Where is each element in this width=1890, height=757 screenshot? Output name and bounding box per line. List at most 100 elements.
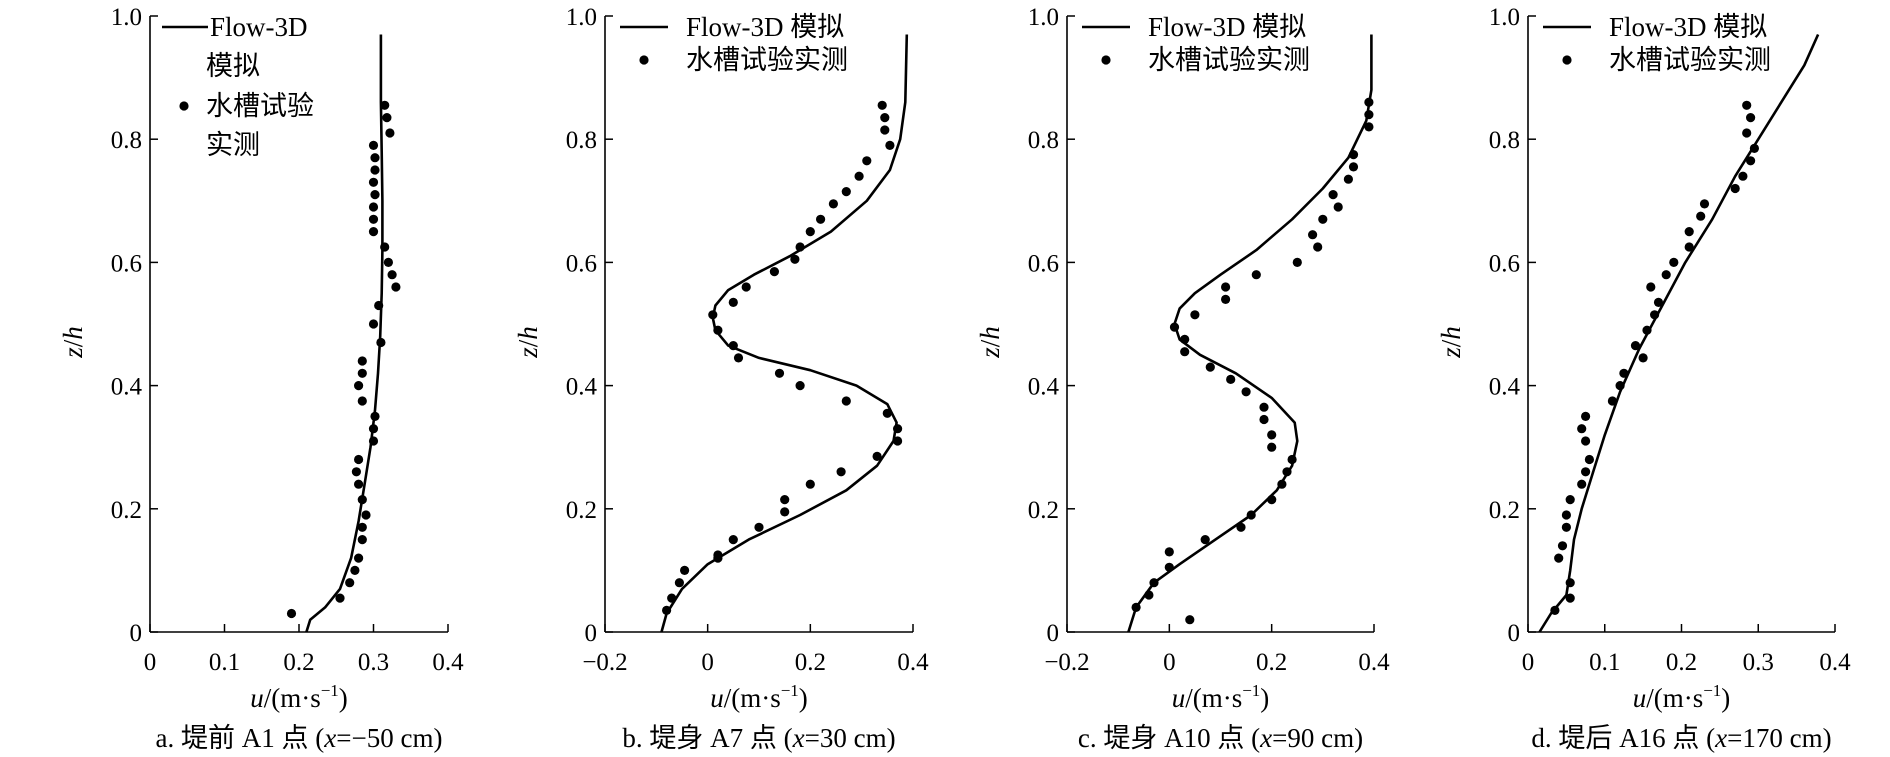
data-point-measured — [1277, 479, 1287, 489]
data-point-measured — [1149, 578, 1159, 588]
y-tick-label: 0 — [130, 620, 143, 647]
series-line-flow3d — [305, 34, 384, 633]
x-axis-title: u/(m·s−1) — [1172, 681, 1270, 713]
data-point-measured — [728, 341, 738, 351]
y-axis-title: z/h — [975, 326, 1005, 359]
y-tick-label: 0.4 — [111, 374, 143, 401]
data-point-measured — [1364, 97, 1374, 107]
data-point-measured — [1742, 100, 1752, 110]
x-tick-label: 0 — [701, 649, 714, 676]
x-tick-label: 0.1 — [209, 649, 240, 676]
data-point-measured — [1581, 436, 1591, 446]
y-tick-label: 0.2 — [1489, 497, 1520, 524]
y-tick-label: 1.0 — [111, 4, 142, 31]
data-point-measured — [1259, 414, 1269, 425]
data-point-measured — [1313, 242, 1323, 252]
data-point-measured — [354, 454, 364, 465]
data-point-measured — [1259, 402, 1269, 412]
data-point-measured — [1746, 113, 1756, 123]
data-point-measured — [1308, 230, 1318, 240]
legend-point-label: 水槽试验实测 — [1609, 45, 1771, 75]
data-point-measured — [1746, 156, 1756, 166]
data-point-measured — [828, 199, 839, 209]
data-point-measured — [1287, 454, 1297, 465]
data-point-measured — [1581, 467, 1591, 477]
x-tick-label: 0.3 — [358, 649, 389, 676]
y-tick-label: 0.6 — [566, 250, 597, 277]
data-point-measured — [1669, 257, 1679, 267]
data-point-measured — [1577, 479, 1587, 489]
data-point-measured — [841, 187, 851, 197]
data-point-measured — [893, 436, 903, 446]
x-tick-label: 0.4 — [1358, 649, 1390, 676]
data-point-measured — [1251, 270, 1261, 280]
data-point-measured — [1619, 368, 1629, 378]
data-point-measured — [1328, 190, 1338, 200]
x-tick-label: 0 — [144, 649, 157, 676]
data-point-measured — [1565, 578, 1575, 588]
data-point-measured — [1131, 602, 1141, 613]
data-point-measured — [1190, 310, 1200, 320]
data-point-measured — [380, 100, 390, 110]
y-tick-label: 1.0 — [1028, 4, 1059, 31]
y-tick-label: 0.8 — [566, 127, 597, 154]
y-tick-label: 0.8 — [1489, 127, 1520, 154]
data-point-measured — [728, 535, 738, 545]
legend-point-swatch — [639, 55, 649, 65]
y-axis-title: z/h — [513, 326, 543, 359]
data-point-measured — [667, 593, 677, 603]
data-point-measured — [1684, 227, 1694, 237]
y-tick-label: 0.2 — [566, 497, 597, 524]
data-point-measured — [1561, 510, 1571, 520]
data-point-measured — [368, 424, 379, 434]
data-point-measured — [795, 242, 805, 252]
legend-line-label: Flow-3D — [210, 12, 308, 42]
data-point-measured — [885, 140, 895, 150]
data-point-measured — [357, 356, 367, 366]
chart-panel-d: 0 0.2 0.4 0.6 0.8 1.0 0 0.1 0.2 0.3 0.4 z/h u/(m·s−1… — [1436, 4, 1851, 753]
x-tick-label: 0 — [1522, 649, 1535, 676]
legend-point-label: 水槽试验实测 — [686, 45, 848, 75]
data-point-measured — [1638, 353, 1648, 363]
data-point-measured — [361, 510, 371, 520]
panel-caption: c. 堤身 A10 点 (x=90 cm) — [1078, 723, 1363, 753]
data-point-measured — [1180, 334, 1190, 344]
data-point-measured — [1144, 590, 1154, 600]
legend-line-label-cont: 模拟 — [206, 51, 260, 81]
data-point-measured — [816, 214, 826, 224]
data-point-measured — [351, 467, 361, 477]
data-point-measured — [1226, 374, 1236, 384]
data-point-measured — [1607, 396, 1617, 406]
data-point-measured — [893, 424, 903, 434]
data-point-measured — [713, 325, 723, 335]
chart-panel-c: 00.20.40.60.81.0−0.2 0 0.2 0.4z/hu/(m·s−1)c… — [975, 4, 1390, 753]
panel-caption: b. 堤身 A7 点 (x=30 cm) — [622, 723, 895, 753]
data-point-measured — [713, 550, 723, 560]
data-point-measured — [370, 153, 380, 163]
data-point-measured — [345, 578, 355, 588]
data-point-measured — [1653, 297, 1664, 307]
data-point-measured — [680, 565, 690, 576]
data-point-measured — [368, 177, 379, 187]
panel-caption: a. 堤前 A1 点 (x=−50 cm) — [156, 723, 443, 753]
data-point-measured — [357, 535, 367, 545]
data-point-measured — [286, 608, 297, 619]
y-tick-label: 0.8 — [111, 127, 142, 154]
data-point-measured — [1696, 211, 1706, 221]
data-point-measured — [1164, 562, 1174, 572]
data-point-measured — [1742, 128, 1752, 138]
data-point-measured — [1561, 522, 1571, 532]
data-point-measured — [1565, 495, 1575, 505]
data-point-measured — [1554, 553, 1564, 563]
data-point-measured — [880, 125, 890, 135]
data-point-measured — [805, 227, 815, 237]
data-point-measured — [354, 553, 364, 563]
data-point-measured — [387, 270, 397, 280]
data-point-measured — [1565, 593, 1575, 603]
data-point-measured — [662, 605, 672, 616]
data-point-measured — [1318, 214, 1328, 224]
legend-line-label: Flow-3D 模拟 — [1609, 12, 1767, 42]
legend-point-swatch — [1562, 55, 1572, 65]
